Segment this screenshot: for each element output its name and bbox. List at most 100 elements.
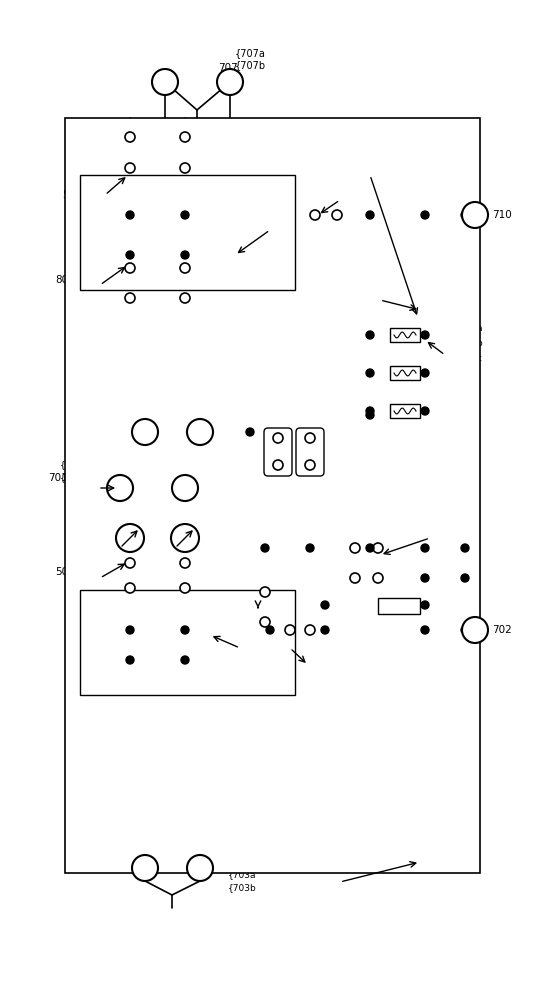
Circle shape <box>180 132 190 142</box>
Text: 705: 705 <box>268 420 285 430</box>
Circle shape <box>260 617 270 627</box>
Circle shape <box>366 369 374 377</box>
Circle shape <box>421 369 429 377</box>
Circle shape <box>181 211 189 219</box>
FancyBboxPatch shape <box>264 428 292 476</box>
Circle shape <box>366 544 374 552</box>
Circle shape <box>321 626 329 634</box>
Text: {509b: {509b <box>444 526 473 536</box>
Circle shape <box>152 69 178 95</box>
Circle shape <box>107 475 133 501</box>
Circle shape <box>180 583 190 593</box>
Bar <box>390 404 420 418</box>
Text: 502: 502 <box>55 567 75 577</box>
Circle shape <box>366 411 374 419</box>
Circle shape <box>180 558 190 568</box>
Text: 507: 507 <box>422 293 442 303</box>
Circle shape <box>306 544 314 552</box>
Circle shape <box>125 163 135 173</box>
Circle shape <box>125 558 135 568</box>
Circle shape <box>305 433 315 443</box>
Circle shape <box>366 211 374 219</box>
Circle shape <box>181 251 189 259</box>
Circle shape <box>181 626 189 634</box>
Circle shape <box>126 211 134 219</box>
Circle shape <box>246 428 254 436</box>
Circle shape <box>421 601 429 609</box>
Circle shape <box>273 460 283 470</box>
Text: 504: 504 <box>62 190 82 200</box>
Circle shape <box>266 626 274 634</box>
Text: 511: 511 <box>198 525 218 535</box>
Text: {506c: {506c <box>455 354 483 362</box>
Circle shape <box>305 625 315 635</box>
Text: 708: 708 <box>253 427 273 437</box>
Circle shape <box>172 475 198 501</box>
Circle shape <box>180 293 190 303</box>
Bar <box>378 598 420 614</box>
Circle shape <box>187 855 213 881</box>
Text: {506b: {506b <box>455 338 484 348</box>
Circle shape <box>310 210 320 220</box>
Circle shape <box>461 626 469 634</box>
Text: {506a: {506a <box>455 324 483 332</box>
Circle shape <box>171 524 199 552</box>
Text: 710: 710 <box>492 210 512 220</box>
Text: {707b: {707b <box>235 60 266 70</box>
Circle shape <box>462 202 488 228</box>
Text: {707a: {707a <box>235 48 266 58</box>
Text: 505: 505 <box>345 193 365 203</box>
Circle shape <box>126 251 134 259</box>
Text: 507: 507 <box>422 310 442 320</box>
Bar <box>65 118 480 873</box>
Text: {703b: {703b <box>228 884 257 892</box>
Text: 503: 503 <box>238 593 258 603</box>
Circle shape <box>125 263 135 273</box>
Circle shape <box>350 573 360 583</box>
Text: 510: 510 <box>390 580 410 590</box>
Text: 512: 512 <box>243 640 263 650</box>
Circle shape <box>350 543 360 553</box>
Text: 707: 707 <box>218 63 238 73</box>
FancyBboxPatch shape <box>296 428 324 476</box>
Text: 702: 702 <box>492 625 512 635</box>
Text: 508: 508 <box>422 853 442 863</box>
Text: 513: 513 <box>272 220 292 230</box>
Text: 801: 801 <box>55 275 75 285</box>
Circle shape <box>180 263 190 273</box>
Circle shape <box>421 544 429 552</box>
Circle shape <box>462 617 488 643</box>
Circle shape <box>321 601 329 609</box>
Circle shape <box>132 855 158 881</box>
Circle shape <box>180 163 190 173</box>
Circle shape <box>285 625 295 635</box>
Text: {701a: {701a <box>60 460 88 470</box>
Text: {701b: {701b <box>60 474 89 483</box>
Text: {703a: {703a <box>228 870 256 880</box>
Circle shape <box>366 407 374 415</box>
Circle shape <box>373 573 383 583</box>
Text: {511a: {511a <box>210 512 238 522</box>
Text: {502a: {502a <box>68 554 96 562</box>
Text: 509: 509 <box>433 525 453 535</box>
Text: 703: 703 <box>215 855 235 865</box>
Text: {511b: {511b <box>210 526 238 534</box>
Bar <box>390 366 420 380</box>
Text: {801a: {801a <box>68 262 96 271</box>
Circle shape <box>461 211 469 219</box>
Text: {509a: {509a <box>444 514 473 522</box>
Circle shape <box>461 574 469 582</box>
Circle shape <box>125 293 135 303</box>
Text: {709b: {709b <box>162 456 191 464</box>
Circle shape <box>132 419 158 445</box>
Circle shape <box>125 583 135 593</box>
Circle shape <box>305 460 315 470</box>
Circle shape <box>187 419 213 445</box>
Circle shape <box>421 407 429 415</box>
Circle shape <box>273 433 283 443</box>
Circle shape <box>421 331 429 339</box>
Text: {502b: {502b <box>68 568 96 576</box>
Text: 506: 506 <box>448 340 468 350</box>
Bar <box>390 328 420 342</box>
Circle shape <box>125 132 135 142</box>
